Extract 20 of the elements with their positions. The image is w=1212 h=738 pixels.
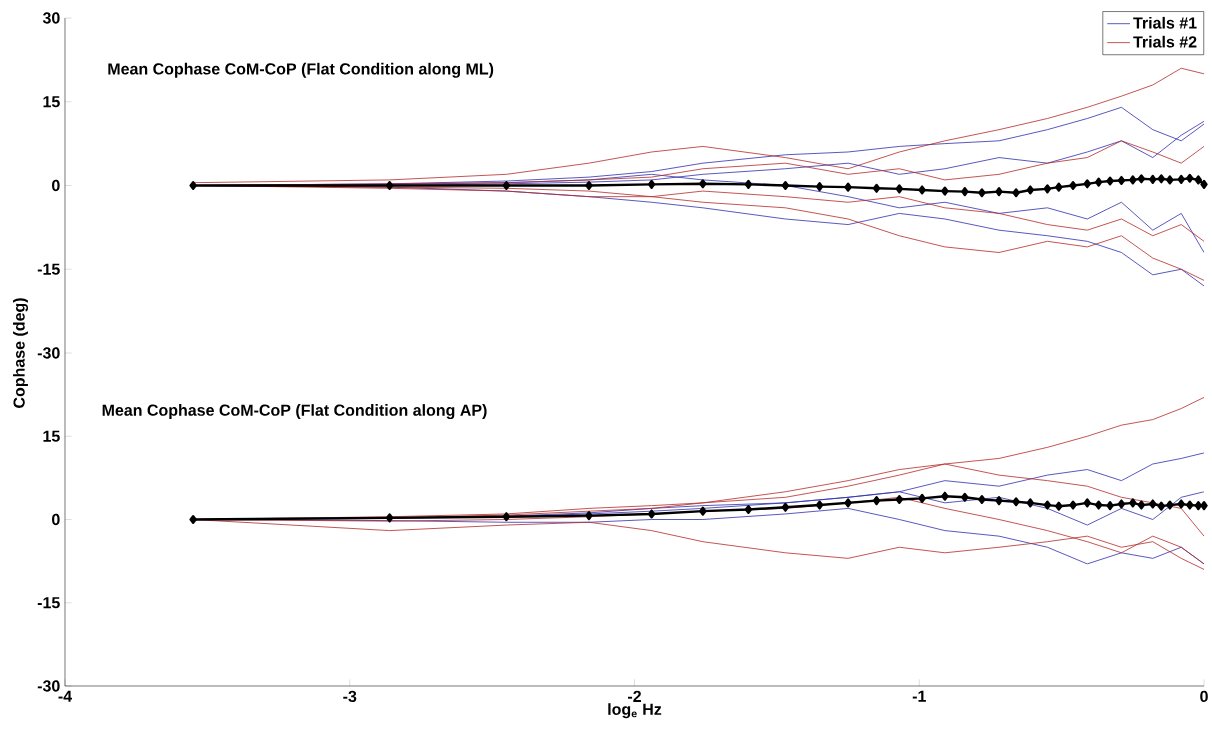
x-tick-label: 0 [1200,690,1208,703]
x-tick-label: -4 [58,690,73,702]
y-tick-label: -15 [37,263,60,275]
x-axis-title: log$_{e}$ Hz [608,703,662,719]
y-tick-label: 0 [52,513,60,526]
y-tick-label: 30 [42,12,60,24]
y-tick-label: 0 [52,179,60,192]
y-axis-title: Cophase (deg) [13,298,29,408]
x-tick-label: -3 [343,690,357,703]
legend-label: Trials #2 [1133,35,1197,48]
y-tick-label: 15 [43,430,60,442]
x-tick-label: -1 [912,690,926,702]
legend-label: Trials #1 [1133,16,1197,29]
y-tick-label: -30 [37,680,60,692]
text: Mean Cophase CoM-CoP (Flat Condition along ML) [108,62,494,78]
y-tick-label: -30 [37,347,60,359]
text: Mean Cophase CoM-CoP (Flat Condition along AP) [102,404,487,420]
y-tick-label: 15 [43,96,60,108]
x-tick-label: -2 [628,690,641,702]
y-tick-label: -15 [37,597,60,609]
